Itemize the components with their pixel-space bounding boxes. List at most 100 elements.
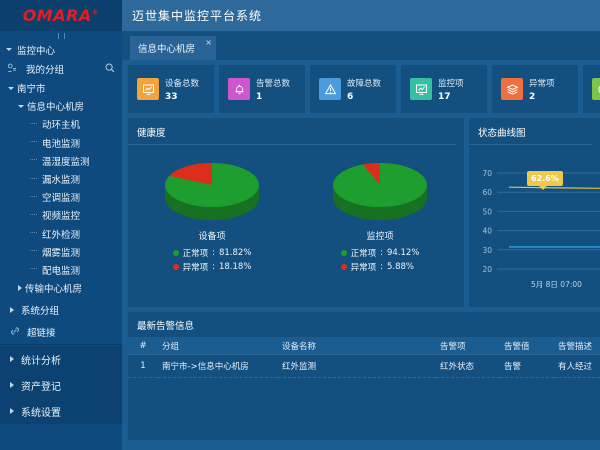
- tab-info-center-room[interactable]: 信息中心机房 ×: [130, 36, 216, 60]
- tree-node-label: 视频监控: [42, 211, 81, 223]
- stat-card-row: 设备总数 33 告警总数 1 故障总数 6 监控项 17 异常项 2 正常项15: [122, 60, 600, 118]
- stat-card-device-monitor[interactable]: 设备总数 33: [128, 65, 214, 113]
- caret-right-icon: [10, 382, 14, 389]
- sidebar-item-label: 资产登记: [21, 381, 61, 393]
- tree-node-label: 南宁市: [17, 84, 46, 96]
- tree-node-label: 红外检测: [42, 229, 81, 241]
- legend-separator: :: [380, 262, 383, 272]
- col-index[interactable]: #: [128, 337, 158, 355]
- tree-node[interactable]: 传输中心机房: [0, 279, 122, 297]
- tree-node[interactable]: 动环主机: [0, 115, 122, 133]
- alarm-panel-title: 最新告警信息: [137, 321, 195, 332]
- stat-card-label: 异常项: [529, 78, 555, 89]
- sidebar-collapse-handle[interactable]: [0, 31, 122, 40]
- tree-node-label: 温湿度监测: [42, 156, 90, 168]
- stat-card-monitor-item[interactable]: 监控项 17: [401, 65, 487, 113]
- stat-card-value: 2: [529, 91, 536, 102]
- tree-node[interactable]: 电池监测: [0, 134, 122, 152]
- sidebar-section-monitor-center[interactable]: 监控中心: [0, 40, 122, 59]
- sidebar-item-system-group[interactable]: 系统分组: [0, 299, 122, 321]
- search-icon[interactable]: [105, 63, 115, 76]
- tree-node[interactable]: 南宁市: [0, 79, 122, 97]
- legend-dot-icon: [340, 250, 347, 256]
- caret-down-icon[interactable]: [18, 104, 24, 108]
- status-curve-panel: 状态曲线图 20 30 40 50 60 70 5月 8日 07:00 62.6%: [469, 118, 600, 307]
- sidebar-divider: [0, 344, 122, 346]
- tree-node[interactable]: 红外检测: [0, 225, 122, 243]
- tree-guide-line: [30, 177, 37, 179]
- monitor-item-icon: [410, 78, 432, 100]
- stat-card-value: 17: [438, 91, 451, 102]
- pie-chart[interactable]: [160, 159, 264, 220]
- table-header-row: # 分组 设备名称 告警项 告警值 告警描述: [128, 337, 600, 355]
- sidebar-my-group[interactable]: 我的分组: [0, 59, 122, 79]
- warning-triangle-icon: [319, 78, 341, 100]
- svg-text:20: 20: [482, 265, 492, 274]
- legend-dot-icon: [172, 264, 179, 270]
- pie-caption: 监控项: [366, 232, 394, 242]
- stat-card-value: 1: [256, 91, 263, 102]
- group-icon: [7, 63, 17, 76]
- logo-registered-mark: ®: [91, 8, 100, 17]
- legend-dot-icon: [172, 250, 179, 256]
- status-curve-chart[interactable]: 20 30 40 50 60 70 5月 8日 07:00 62.6%: [469, 145, 600, 295]
- stat-card-label: 设备总数: [165, 78, 200, 89]
- alarm-panel: 最新告警信息 # 分组 设备名称 告警项 告警值 告警描述 1 南宁市->信息中心…: [128, 312, 600, 440]
- tree-node[interactable]: 配电监测: [0, 261, 122, 279]
- tree-node[interactable]: 烟雾监测: [0, 243, 122, 261]
- svg-text:40: 40: [482, 227, 492, 236]
- tree-node[interactable]: 信息中心机房: [0, 97, 122, 115]
- stat-card-stack[interactable]: 异常项 2: [492, 65, 578, 113]
- legend-label: 正常项: [350, 249, 377, 259]
- tree-node[interactable]: 漏水监测: [0, 170, 122, 188]
- tree-guide-line: [30, 250, 37, 252]
- col-device[interactable]: 设备名称: [278, 337, 436, 355]
- chart-tooltip: 62.6%: [527, 171, 563, 191]
- sidebar-item-label: 系统设置: [21, 407, 61, 419]
- stat-card-text: 告警总数 1: [256, 77, 290, 102]
- tree-node[interactable]: 温湿度监测: [0, 152, 122, 170]
- tree-node[interactable]: 空调监测: [0, 188, 122, 206]
- top-bar: OMARA® 迈世集中监控平台系统: [0, 0, 600, 31]
- col-alarm-desc[interactable]: 告警描述: [554, 337, 600, 355]
- stat-card-label: 监控项: [438, 78, 464, 89]
- legend-label: 异常项: [350, 263, 377, 273]
- sidebar-item-asset-registration[interactable]: 资产登记: [0, 372, 122, 398]
- stat-card-check-circle[interactable]: 正常项15: [583, 65, 600, 113]
- sidebar-item-label: 统计分析: [21, 355, 61, 367]
- main-content: 信息中心机房 × 设备总数33告警总数1故障总数6监控项17异常项2正常项15 …: [122, 31, 600, 450]
- link-icon: [10, 326, 20, 339]
- sidebar-item-hyperlink[interactable]: 超链接: [0, 321, 122, 343]
- stat-card-bell[interactable]: 告警总数 1: [219, 65, 305, 113]
- col-alarm-item[interactable]: 告警项: [436, 337, 500, 355]
- close-icon[interactable]: ×: [205, 38, 212, 47]
- sidebar-item-statistics[interactable]: 统计分析: [0, 346, 122, 372]
- app-header: 迈世集中监控平台系统: [122, 0, 600, 31]
- tree-guide-line: [30, 141, 37, 143]
- col-group[interactable]: 分组: [158, 337, 278, 355]
- tree-node[interactable]: 视频监控: [0, 206, 122, 224]
- legend-item-normal: 正常项 : 81.82%: [172, 247, 251, 259]
- stat-card-text: 监控项 17: [438, 77, 464, 102]
- legend-separator: :: [212, 248, 215, 258]
- sidebar-item-label: 超链接: [27, 328, 56, 340]
- brand-logo[interactable]: OMARA®: [0, 0, 122, 31]
- col-alarm-value[interactable]: 告警值: [500, 337, 554, 355]
- tree-node-label: 烟雾监测: [42, 247, 81, 259]
- legend-value: 94.12%: [386, 248, 420, 258]
- stat-card-label: 故障总数: [347, 78, 382, 89]
- pie-legend: 正常项 : 94.12% 异常项 : 5.88%: [340, 247, 420, 273]
- sidebar-item-system-settings[interactable]: 系统设置: [0, 398, 122, 424]
- legend-separator: :: [380, 248, 383, 258]
- caret-down-icon[interactable]: [8, 86, 14, 90]
- cell-item: 红外状态: [436, 354, 500, 378]
- pie-legend: 正常项 : 81.82% 异常项 : 18.18%: [172, 247, 251, 273]
- stat-card-warning-triangle[interactable]: 故障总数 6: [310, 65, 396, 113]
- caret-right-icon[interactable]: [18, 285, 22, 292]
- caret-right-icon: [10, 408, 14, 415]
- tree-node-label: 信息中心机房: [27, 102, 85, 114]
- tab-label: 信息中心机房: [138, 44, 196, 55]
- pie-chart[interactable]: [328, 159, 432, 220]
- table-row[interactable]: 1 南宁市->信息中心机房 红外监测 红外状态 告警 有人经过: [128, 354, 600, 378]
